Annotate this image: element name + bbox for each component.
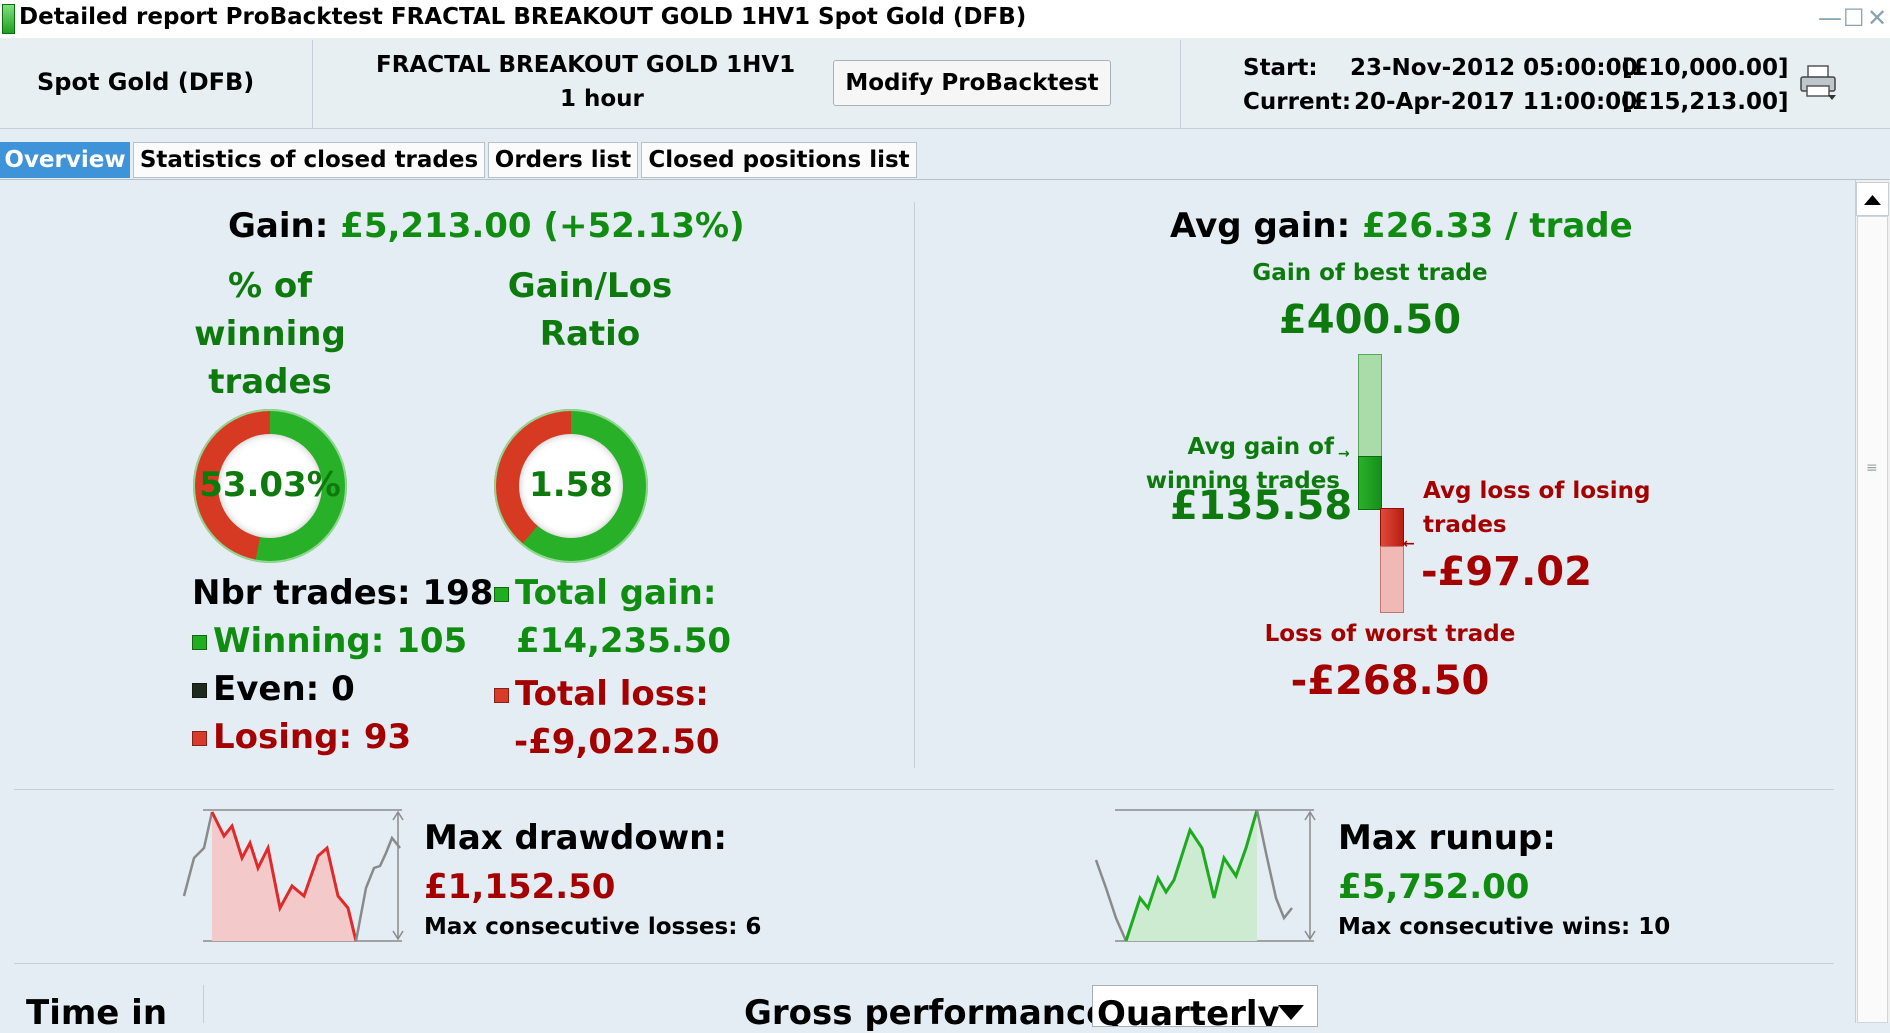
avg-loss-label-2: trades [1423, 512, 1507, 538]
max-drawdown-label: Max drawdown: [424, 818, 727, 858]
losing-count: Losing: 93 [192, 717, 411, 757]
total-gain-value: £14,235.50 [516, 621, 732, 661]
instrument-name: Spot Gold (DFB) [37, 68, 255, 96]
modify-probacktest-button[interactable]: Modify ProBacktest [833, 60, 1111, 106]
avg-gain-label: Avg gain: [1170, 206, 1351, 246]
start-date: 23-Nov-2012 05:00:00 [1350, 55, 1638, 81]
pct-winning-title: % of winning trades [194, 266, 346, 402]
worst-trade-label: Loss of worst trade [1264, 621, 1516, 647]
gain-label: Gain: [228, 206, 329, 246]
red-square-icon [494, 688, 509, 703]
arrow-left-icon: ← [1403, 536, 1415, 552]
current-date: 20-Apr-2017 11:00:00 [1354, 89, 1638, 115]
max-consecutive-losses: Max consecutive losses: 6 [424, 914, 762, 940]
green-square-icon [192, 635, 207, 650]
time-in-label: Time in [26, 993, 168, 1033]
nbr-trades: Nbr trades: 198 [192, 573, 494, 613]
tab-closed-positions-list[interactable]: Closed positions list [641, 142, 917, 178]
scroll-up-button[interactable] [1856, 182, 1889, 216]
printer-icon[interactable] [1798, 64, 1840, 104]
window-title: Detailed report ProBacktest FRACTAL BREA… [19, 4, 1027, 30]
arrow-up-icon [1864, 195, 1881, 205]
pct-winning-value: 53.03% [199, 465, 341, 505]
winning-trades-donut: 53.03% [193, 409, 347, 563]
best-trade-label: Gain of best trade [1252, 260, 1488, 286]
gross-performance-label: Gross performance [744, 993, 1110, 1033]
max-drawdown-value: £1,152.50 [424, 867, 616, 907]
current-capital: [£15,213.00] [1622, 89, 1789, 115]
dark-square-icon [192, 683, 207, 698]
red-square-icon [192, 731, 207, 746]
total-gain-label: Total gain: [494, 573, 716, 613]
avg-loss-bar [1380, 508, 1404, 548]
section-divider [203, 985, 204, 1023]
green-square-icon [494, 587, 509, 602]
avg-win-label-2: winning trades [1145, 468, 1340, 494]
avg-loss-label-1: Avg loss of losing [1423, 478, 1651, 504]
section-divider [914, 202, 915, 768]
max-consecutive-wins: Max consecutive wins: 10 [1338, 914, 1671, 940]
total-loss-value: -£9,022.50 [514, 722, 720, 762]
tab-orders-list[interactable]: Orders list [488, 142, 638, 178]
tab-overview[interactable]: Overview [0, 142, 130, 178]
total-loss-label: Total loss: [494, 674, 709, 714]
avg-win-label-1: Avg gain of [1187, 434, 1334, 460]
scroll-grip-icon: ≡ [1866, 460, 1878, 476]
best-trade-bar [1358, 354, 1382, 458]
worst-trade-bar [1380, 546, 1404, 613]
worst-trade-value: -£268.50 [1290, 658, 1490, 704]
even-count: Even: 0 [192, 669, 355, 709]
scroll-thumb[interactable] [1857, 216, 1888, 1023]
start-capital: [£10,000.00] [1622, 55, 1789, 81]
maximize-icon[interactable]: ☐ [1843, 4, 1865, 32]
header-divider [312, 40, 313, 128]
current-label: Current: [1243, 89, 1352, 115]
system-name: FRACTAL BREAKOUT GOLD 1HV1 [376, 52, 796, 78]
tab-statistics-closed-trades[interactable]: Statistics of closed trades [133, 142, 485, 178]
timeframe: 1 hour [560, 86, 644, 112]
runup-sparkline [1092, 808, 1324, 943]
max-runup-label: Max runup: [1338, 818, 1556, 858]
period-select-value: Quarterly [1097, 994, 1280, 1027]
ratio-value: 1.58 [529, 465, 613, 505]
section-divider [14, 789, 1834, 790]
gain-value: £5,213.00 (+52.13%) [340, 206, 745, 246]
avg-loss-value: -£97.02 [1421, 549, 1592, 595]
gain-loss-ratio-donut: 1.58 [494, 409, 648, 563]
avg-win-bar [1358, 456, 1382, 510]
app-icon [2, 4, 15, 34]
max-runup-value: £5,752.00 [1338, 867, 1530, 907]
period-select[interactable]: Quarterly [1092, 985, 1318, 1027]
chevron-down-icon [1278, 1005, 1304, 1020]
arrow-right-icon: → [1338, 446, 1350, 462]
section-divider [14, 963, 1834, 964]
minimize-icon[interactable]: — [1818, 4, 1842, 32]
header-divider [1180, 40, 1181, 128]
close-icon[interactable]: ✕ [1867, 4, 1888, 32]
winning-count: Winning: 105 [192, 621, 467, 661]
tab-underline [0, 179, 1890, 180]
drawdown-sparkline [180, 808, 410, 943]
start-label: Start: [1243, 55, 1318, 81]
avg-gain-value: £26.33 / trade [1362, 206, 1633, 246]
best-trade-value: £400.50 [1278, 297, 1462, 343]
avg-win-value: £135.58 [1170, 483, 1353, 529]
gain-loss-ratio-title: Gain/Los Ratio [507, 266, 673, 354]
